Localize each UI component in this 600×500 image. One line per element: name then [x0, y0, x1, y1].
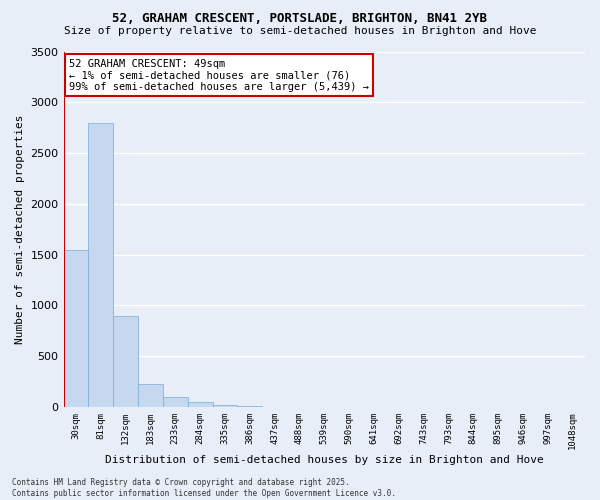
Y-axis label: Number of semi-detached properties: Number of semi-detached properties [15, 114, 25, 344]
Bar [238, 406, 262, 407]
Bar [113, 316, 138, 407]
Bar [163, 397, 188, 407]
X-axis label: Distribution of semi-detached houses by size in Brighton and Hove: Distribution of semi-detached houses by … [105, 455, 544, 465]
Bar [138, 384, 163, 407]
Text: 52, GRAHAM CRESCENT, PORTSLADE, BRIGHTON, BN41 2YB: 52, GRAHAM CRESCENT, PORTSLADE, BRIGHTON… [113, 12, 487, 26]
Bar [212, 406, 238, 407]
Text: 52 GRAHAM CRESCENT: 49sqm
← 1% of semi-detached houses are smaller (76)
99% of s: 52 GRAHAM CRESCENT: 49sqm ← 1% of semi-d… [69, 58, 369, 92]
Bar [64, 250, 88, 407]
Text: Size of property relative to semi-detached houses in Brighton and Hove: Size of property relative to semi-detach… [64, 26, 536, 36]
Bar [188, 402, 212, 407]
Text: Contains HM Land Registry data © Crown copyright and database right 2025.
Contai: Contains HM Land Registry data © Crown c… [12, 478, 396, 498]
Bar [88, 122, 113, 407]
